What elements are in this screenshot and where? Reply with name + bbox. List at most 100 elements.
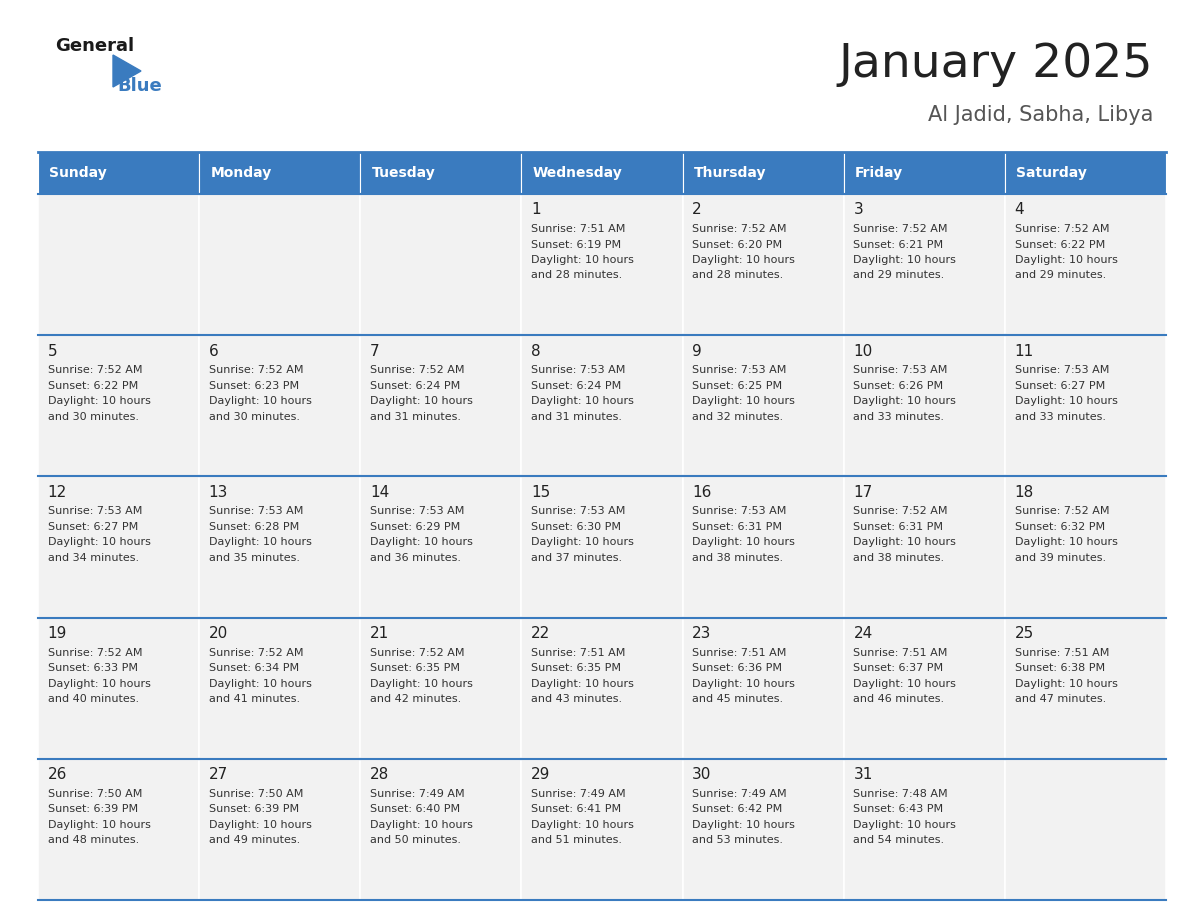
Text: Sunset: 6:29 PM: Sunset: 6:29 PM	[369, 522, 460, 532]
Text: Daylight: 10 hours: Daylight: 10 hours	[369, 820, 473, 830]
Text: Sunrise: 7:52 AM: Sunrise: 7:52 AM	[209, 647, 303, 657]
Text: Sunrise: 7:53 AM: Sunrise: 7:53 AM	[209, 507, 303, 517]
Text: Sunrise: 7:52 AM: Sunrise: 7:52 AM	[853, 224, 948, 234]
Text: Daylight: 10 hours: Daylight: 10 hours	[693, 397, 795, 406]
Text: Daylight: 10 hours: Daylight: 10 hours	[1015, 678, 1118, 688]
Text: 26: 26	[48, 767, 67, 782]
Text: January 2025: January 2025	[839, 42, 1154, 87]
Text: 7: 7	[369, 343, 380, 359]
Bar	[522, 335, 683, 476]
Bar	[522, 759, 683, 900]
Bar	[38, 194, 200, 335]
Text: 12: 12	[48, 485, 67, 500]
Text: Sunset: 6:25 PM: Sunset: 6:25 PM	[693, 381, 783, 391]
Text: Sunday: Sunday	[49, 166, 107, 180]
Text: 2: 2	[693, 203, 702, 218]
Text: Saturday: Saturday	[1016, 166, 1087, 180]
Text: and 54 minutes.: and 54 minutes.	[853, 835, 944, 845]
Text: 14: 14	[369, 485, 390, 500]
Bar	[200, 152, 360, 194]
Text: Daylight: 10 hours: Daylight: 10 hours	[48, 820, 151, 830]
Bar	[683, 194, 843, 335]
Bar	[843, 194, 1005, 335]
Text: Thursday: Thursday	[694, 166, 766, 180]
Text: Sunset: 6:26 PM: Sunset: 6:26 PM	[853, 381, 943, 391]
Text: Sunset: 6:23 PM: Sunset: 6:23 PM	[209, 381, 299, 391]
Text: Daylight: 10 hours: Daylight: 10 hours	[369, 397, 473, 406]
Text: Sunrise: 7:52 AM: Sunrise: 7:52 AM	[693, 224, 786, 234]
Text: 15: 15	[531, 485, 550, 500]
Text: Sunset: 6:22 PM: Sunset: 6:22 PM	[1015, 240, 1105, 250]
Text: 21: 21	[369, 626, 390, 641]
Bar	[843, 335, 1005, 476]
Text: and 33 minutes.: and 33 minutes.	[853, 411, 944, 421]
Bar	[683, 618, 843, 759]
Text: Sunset: 6:33 PM: Sunset: 6:33 PM	[48, 663, 138, 673]
Text: Sunset: 6:37 PM: Sunset: 6:37 PM	[853, 663, 943, 673]
Text: Sunset: 6:41 PM: Sunset: 6:41 PM	[531, 804, 621, 814]
Text: Sunrise: 7:52 AM: Sunrise: 7:52 AM	[1015, 507, 1110, 517]
Text: Sunrise: 7:48 AM: Sunrise: 7:48 AM	[853, 789, 948, 799]
Text: Sunrise: 7:51 AM: Sunrise: 7:51 AM	[693, 647, 786, 657]
Text: Sunrise: 7:49 AM: Sunrise: 7:49 AM	[531, 789, 626, 799]
Text: Sunset: 6:22 PM: Sunset: 6:22 PM	[48, 381, 138, 391]
Text: 17: 17	[853, 485, 873, 500]
Text: Sunrise: 7:52 AM: Sunrise: 7:52 AM	[1015, 224, 1110, 234]
Text: and 51 minutes.: and 51 minutes.	[531, 835, 623, 845]
Text: Sunrise: 7:52 AM: Sunrise: 7:52 AM	[48, 365, 143, 375]
Text: 10: 10	[853, 343, 873, 359]
Text: and 45 minutes.: and 45 minutes.	[693, 694, 783, 704]
Bar	[38, 759, 200, 900]
Text: 5: 5	[48, 343, 57, 359]
Bar	[522, 152, 683, 194]
Text: 13: 13	[209, 485, 228, 500]
Text: 22: 22	[531, 626, 550, 641]
Text: Sunrise: 7:52 AM: Sunrise: 7:52 AM	[48, 647, 143, 657]
Text: Sunset: 6:38 PM: Sunset: 6:38 PM	[1015, 663, 1105, 673]
Text: and 50 minutes.: and 50 minutes.	[369, 835, 461, 845]
Bar	[200, 194, 360, 335]
Bar	[360, 335, 522, 476]
Text: Daylight: 10 hours: Daylight: 10 hours	[693, 255, 795, 265]
Text: 30: 30	[693, 767, 712, 782]
Text: 8: 8	[531, 343, 541, 359]
Bar	[843, 476, 1005, 618]
Text: Daylight: 10 hours: Daylight: 10 hours	[48, 678, 151, 688]
Text: Daylight: 10 hours: Daylight: 10 hours	[1015, 537, 1118, 547]
Bar	[683, 476, 843, 618]
Bar	[360, 759, 522, 900]
Text: Sunrise: 7:51 AM: Sunrise: 7:51 AM	[531, 224, 625, 234]
Text: Daylight: 10 hours: Daylight: 10 hours	[209, 678, 311, 688]
Text: Daylight: 10 hours: Daylight: 10 hours	[531, 255, 634, 265]
Text: Sunset: 6:39 PM: Sunset: 6:39 PM	[48, 804, 138, 814]
Text: 16: 16	[693, 485, 712, 500]
Text: 20: 20	[209, 626, 228, 641]
Text: Sunset: 6:42 PM: Sunset: 6:42 PM	[693, 804, 783, 814]
Text: 23: 23	[693, 626, 712, 641]
Bar	[38, 476, 200, 618]
Text: Daylight: 10 hours: Daylight: 10 hours	[531, 537, 634, 547]
Bar	[522, 194, 683, 335]
Text: Blue: Blue	[116, 77, 162, 95]
Text: and 42 minutes.: and 42 minutes.	[369, 694, 461, 704]
Text: and 29 minutes.: and 29 minutes.	[853, 271, 944, 281]
Text: 6: 6	[209, 343, 219, 359]
Bar	[1005, 759, 1165, 900]
Polygon shape	[113, 55, 141, 87]
Text: 31: 31	[853, 767, 873, 782]
Bar	[38, 152, 200, 194]
Text: 27: 27	[209, 767, 228, 782]
Text: Daylight: 10 hours: Daylight: 10 hours	[48, 397, 151, 406]
Text: and 46 minutes.: and 46 minutes.	[853, 694, 944, 704]
Bar	[522, 618, 683, 759]
Text: and 29 minutes.: and 29 minutes.	[1015, 271, 1106, 281]
Text: Sunrise: 7:53 AM: Sunrise: 7:53 AM	[693, 365, 786, 375]
Text: and 30 minutes.: and 30 minutes.	[209, 411, 299, 421]
Bar	[360, 152, 522, 194]
Text: Sunset: 6:30 PM: Sunset: 6:30 PM	[531, 522, 621, 532]
Bar	[843, 759, 1005, 900]
Text: Sunrise: 7:53 AM: Sunrise: 7:53 AM	[531, 365, 625, 375]
Text: and 34 minutes.: and 34 minutes.	[48, 553, 139, 563]
Text: Sunset: 6:34 PM: Sunset: 6:34 PM	[209, 663, 299, 673]
Text: Sunset: 6:43 PM: Sunset: 6:43 PM	[853, 804, 943, 814]
